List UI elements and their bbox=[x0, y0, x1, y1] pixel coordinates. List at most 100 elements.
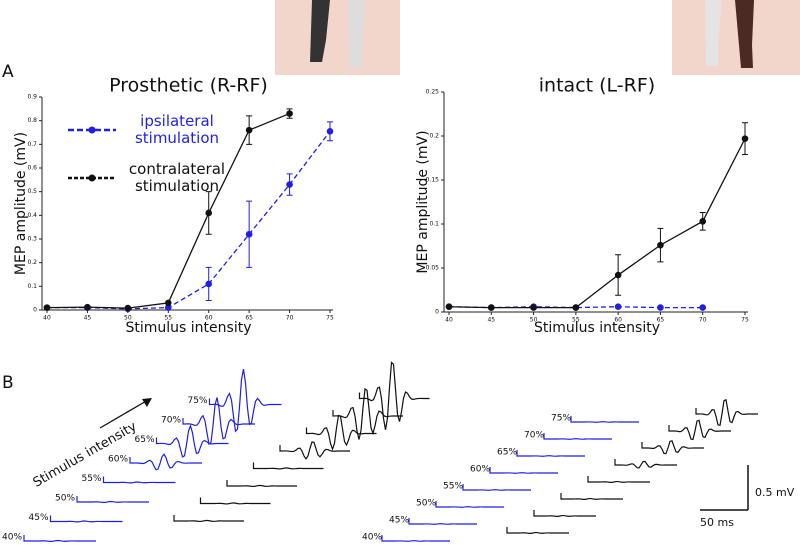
trace-label: 55% bbox=[82, 474, 102, 484]
data-point bbox=[326, 128, 334, 135]
data-point bbox=[445, 303, 453, 311]
y-tick-label: 0.2 bbox=[27, 259, 37, 266]
x-tick-label: 65 bbox=[657, 317, 665, 324]
leg bbox=[735, 0, 754, 68]
x-tick-label: 55 bbox=[164, 315, 172, 322]
y-tick-label: 0 bbox=[33, 307, 37, 314]
arrow-head bbox=[142, 398, 152, 407]
y-tick-label: 0 bbox=[435, 309, 439, 316]
leg bbox=[705, 0, 722, 66]
x-tick-label: 60 bbox=[614, 317, 622, 324]
series-line bbox=[448, 138, 746, 309]
data-point bbox=[205, 280, 213, 288]
trace-label: 75% bbox=[188, 396, 208, 406]
x-tick-label: 40 bbox=[445, 317, 453, 324]
chart-title: intact (L-RF) bbox=[539, 75, 655, 97]
trace-contra bbox=[279, 441, 350, 460]
x-tick-label: 40 bbox=[43, 315, 51, 322]
data-point bbox=[286, 181, 293, 188]
trace-ipsi bbox=[516, 450, 585, 457]
trace-ipsi bbox=[155, 423, 229, 458]
x-tick-label: 50 bbox=[530, 317, 538, 324]
data-point bbox=[84, 303, 91, 311]
trace-label: 70% bbox=[161, 416, 181, 426]
trace-ipsi bbox=[462, 484, 531, 491]
trace-contra bbox=[226, 480, 297, 488]
trace-ipsi bbox=[129, 453, 202, 471]
trace-label: 50% bbox=[416, 499, 436, 509]
panel-label: B bbox=[2, 373, 14, 393]
y-tick-label: 0.3 bbox=[27, 236, 37, 243]
trace-label: 55% bbox=[443, 482, 463, 492]
trace-contra bbox=[641, 440, 704, 455]
data-point bbox=[245, 126, 253, 134]
x-tick-label: 50 bbox=[124, 315, 132, 322]
legend-swatch bbox=[88, 126, 96, 134]
data-point bbox=[741, 135, 749, 142]
x-tick-label: 75 bbox=[326, 315, 334, 322]
trace-contra bbox=[252, 462, 324, 470]
x-tick-label: 70 bbox=[699, 317, 707, 324]
trace-label: 40% bbox=[2, 533, 22, 543]
trace-contra bbox=[199, 497, 271, 505]
trace-ipsi bbox=[102, 476, 176, 484]
y-tick-label: 0.1 bbox=[429, 221, 439, 228]
data-point bbox=[699, 218, 707, 225]
data-point bbox=[614, 271, 622, 279]
arrow bbox=[99, 399, 149, 429]
trace-contra bbox=[587, 476, 650, 483]
x-axis-label: Stimulus intensity bbox=[126, 320, 252, 336]
trace-contra bbox=[614, 459, 677, 469]
x-tick-label: 65 bbox=[245, 315, 253, 322]
trace-label: 45% bbox=[29, 513, 49, 523]
trace-ipsi bbox=[489, 467, 558, 474]
legend-entry: contralateral stimulation bbox=[128, 160, 226, 195]
y-axis-label: MEP amplitude (mV) bbox=[13, 132, 29, 275]
x-tick-label: 60 bbox=[205, 315, 213, 322]
data-point bbox=[487, 304, 495, 311]
y-tick-label: 0.1 bbox=[27, 283, 37, 290]
trace-contra bbox=[506, 527, 569, 534]
x-axis-label: Stimulus intensity bbox=[534, 320, 660, 336]
data-point bbox=[164, 304, 172, 311]
trace-label: 65% bbox=[135, 435, 155, 445]
x-tick-label: 45 bbox=[487, 317, 495, 324]
trace-label: 50% bbox=[55, 494, 75, 504]
trace-label: 60% bbox=[108, 455, 128, 465]
trace-contra bbox=[560, 493, 623, 500]
series-line bbox=[47, 130, 331, 310]
data-point bbox=[572, 304, 580, 311]
y-axis-label: MEP amplitude (mV) bbox=[415, 130, 431, 273]
data-point bbox=[245, 230, 253, 238]
x-tick-label: 70 bbox=[286, 315, 294, 322]
scale-label: 50 ms bbox=[700, 516, 734, 529]
trace-ipsi bbox=[23, 535, 96, 542]
trace-label: 65% bbox=[497, 448, 517, 458]
y-tick-label: 0.4 bbox=[27, 212, 37, 219]
leg bbox=[348, 0, 366, 68]
y-tick-label: 0.15 bbox=[426, 177, 440, 184]
trace-label: 75% bbox=[551, 414, 571, 424]
trace-contra bbox=[695, 398, 759, 427]
chart-title: Prosthetic (R-RF) bbox=[109, 75, 268, 97]
trace-contra bbox=[533, 510, 596, 517]
trace-ipsi bbox=[182, 397, 256, 446]
photo bbox=[672, 0, 800, 75]
trace-label: 40% bbox=[362, 533, 382, 543]
data-point bbox=[164, 299, 172, 307]
trace-ipsi bbox=[408, 518, 477, 525]
scale-label: 0.5 mV bbox=[755, 486, 795, 499]
trace-ipsi bbox=[543, 433, 612, 440]
trace-ipsi bbox=[435, 501, 504, 508]
trace-ipsi bbox=[381, 535, 450, 542]
y-tick-label: 0.8 bbox=[27, 117, 37, 124]
legend-entry: ipsilateral stimulation bbox=[134, 112, 220, 147]
trace-contra bbox=[305, 414, 377, 452]
trace-ipsi bbox=[49, 515, 123, 523]
panel-label: A bbox=[2, 62, 14, 82]
trace-contra bbox=[668, 419, 732, 441]
data-point bbox=[530, 304, 537, 311]
y-tick-label: 0.05 bbox=[426, 265, 440, 272]
photo bbox=[275, 0, 400, 75]
